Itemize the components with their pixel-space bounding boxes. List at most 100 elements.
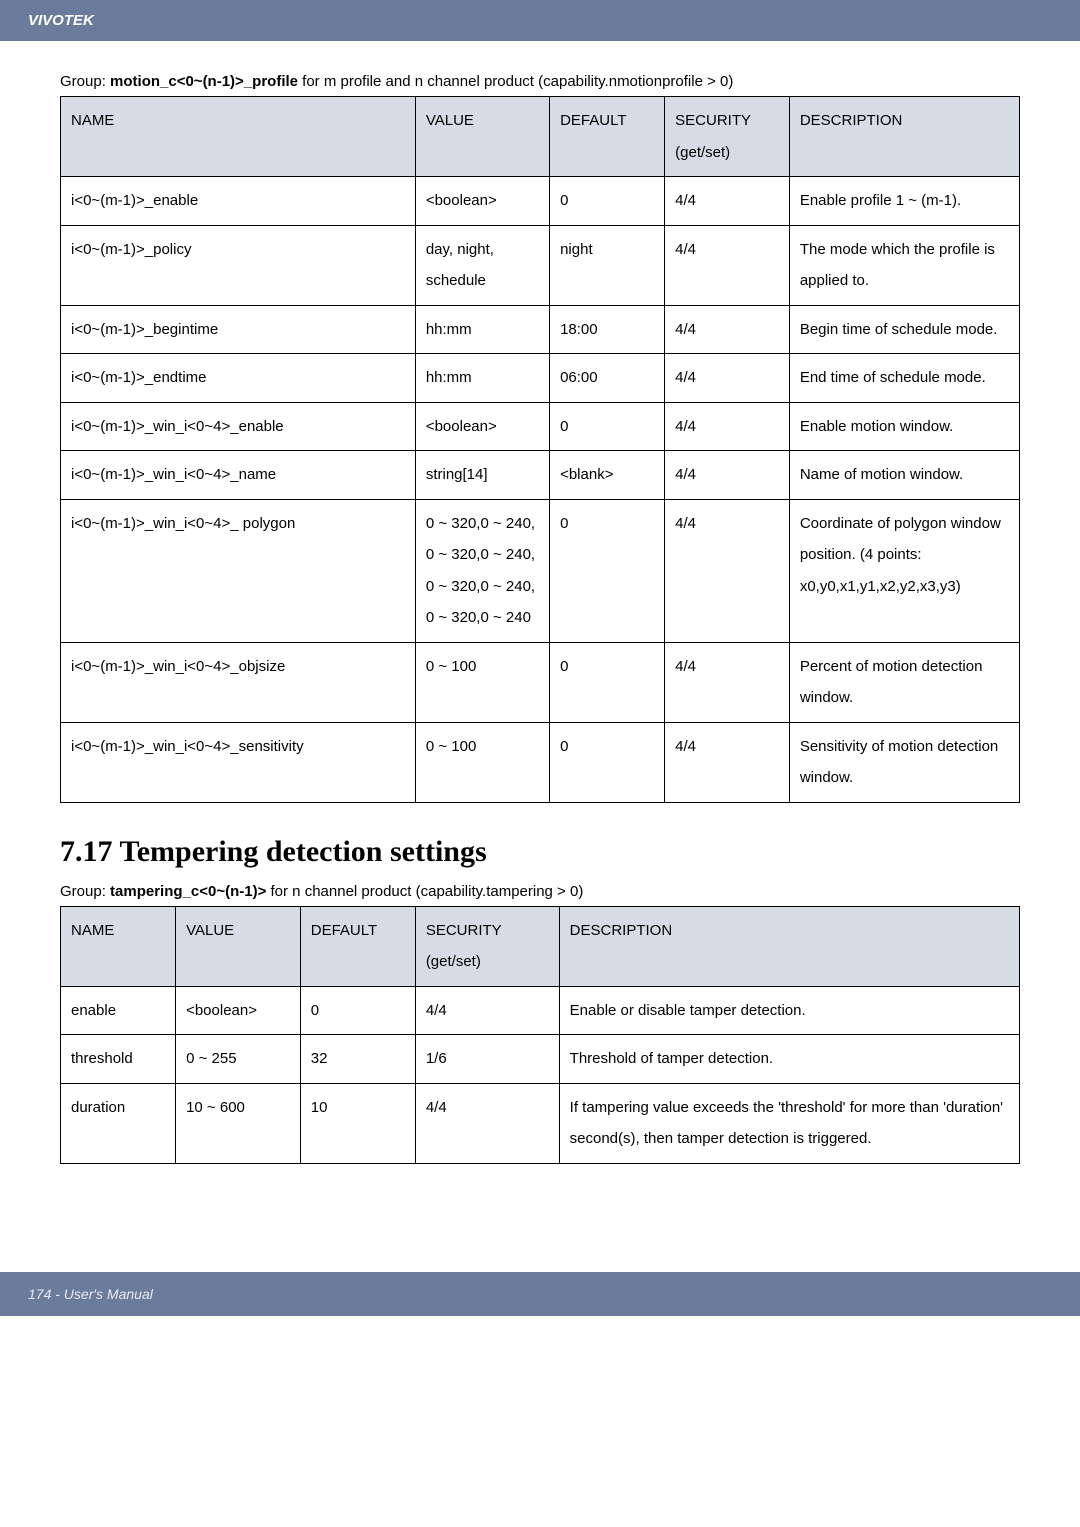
col-description: DESCRIPTION	[559, 906, 1019, 986]
cell-description: Coordinate of polygon window position. (…	[789, 499, 1019, 642]
cell-value: day, night, schedule	[415, 225, 549, 305]
cell-value: string[14]	[415, 451, 549, 500]
cell-name: i<0~(m-1)>_win_i<0~4>_objsize	[61, 642, 416, 722]
col-default: DEFAULT	[550, 97, 665, 177]
cell-security: 4/4	[665, 722, 790, 802]
cell-value: hh:mm	[415, 305, 549, 354]
col-security: SECURITY (get/set)	[665, 97, 790, 177]
cell-name: i<0~(m-1)>_endtime	[61, 354, 416, 403]
col-description: DESCRIPTION	[789, 97, 1019, 177]
cell-default: 06:00	[550, 354, 665, 403]
cell-value: <boolean>	[415, 402, 549, 451]
cell-value: 0 ~ 100	[415, 642, 549, 722]
cell-description: Name of motion window.	[789, 451, 1019, 500]
section-title: 7.17 Tempering detection settings	[60, 835, 1020, 869]
col-default: DEFAULT	[300, 906, 415, 986]
col-value: VALUE	[176, 906, 301, 986]
cell-description: Enable profile 1 ~ (m-1).	[789, 177, 1019, 226]
table-row: i<0~(m-1)>_win_i<0~4>_objsize0 ~ 10004/4…	[61, 642, 1020, 722]
cell-default: 0	[550, 642, 665, 722]
table-row: duration10 ~ 600104/4If tampering value …	[61, 1083, 1020, 1163]
cell-description: Threshold of tamper detection.	[559, 1035, 1019, 1084]
cell-security: 4/4	[665, 225, 790, 305]
col-security: SECURITY (get/set)	[415, 906, 559, 986]
cell-security: 4/4	[665, 354, 790, 403]
group1-bold: motion_c<0~(n-1)>_profile	[110, 73, 298, 90]
page-content: Group: motion_c<0~(n-1)>_profile for m p…	[0, 41, 1080, 1232]
cell-security: 4/4	[665, 305, 790, 354]
cell-security: 4/4	[415, 986, 559, 1035]
cell-description: Enable or disable tamper detection.	[559, 986, 1019, 1035]
table-header-row: NAME VALUE DEFAULT SECURITY (get/set) DE…	[61, 906, 1020, 986]
col-value: VALUE	[415, 97, 549, 177]
cell-name: i<0~(m-1)>_begintime	[61, 305, 416, 354]
cell-security: 4/4	[415, 1083, 559, 1163]
table-header-row: NAME VALUE DEFAULT SECURITY (get/set) DE…	[61, 97, 1020, 177]
cell-name: threshold	[61, 1035, 176, 1084]
cell-default: night	[550, 225, 665, 305]
table-row: i<0~(m-1)>_win_i<0~4>_sensitivity0 ~ 100…	[61, 722, 1020, 802]
cell-default: 0	[550, 722, 665, 802]
table-row: i<0~(m-1)>_win_i<0~4>_enable<boolean>04/…	[61, 402, 1020, 451]
cell-default: 0	[550, 499, 665, 642]
cell-security: 4/4	[665, 177, 790, 226]
col-name: NAME	[61, 906, 176, 986]
cell-value: 10 ~ 600	[176, 1083, 301, 1163]
cell-value: <boolean>	[415, 177, 549, 226]
cell-description: If tampering value exceeds the 'threshol…	[559, 1083, 1019, 1163]
table-row: threshold0 ~ 255321/6Threshold of tamper…	[61, 1035, 1020, 1084]
cell-name: i<0~(m-1)>_win_i<0~4>_enable	[61, 402, 416, 451]
table-row: i<0~(m-1)>_begintimehh:mm18:004/4Begin t…	[61, 305, 1020, 354]
cell-value: <boolean>	[176, 986, 301, 1035]
group2-bold: tampering_c<0~(n-1)>	[110, 883, 266, 900]
table-row: enable<boolean>04/4Enable or disable tam…	[61, 986, 1020, 1035]
cell-value: 0 ~ 100	[415, 722, 549, 802]
cell-name: i<0~(m-1)>_win_i<0~4>_name	[61, 451, 416, 500]
cell-default: 18:00	[550, 305, 665, 354]
cell-value: 0 ~ 255	[176, 1035, 301, 1084]
motion-profile-table: NAME VALUE DEFAULT SECURITY (get/set) DE…	[60, 96, 1020, 803]
cell-name: i<0~(m-1)>_win_i<0~4>_ polygon	[61, 499, 416, 642]
table-row: i<0~(m-1)>_win_i<0~4>_namestring[14]<bla…	[61, 451, 1020, 500]
table-row: i<0~(m-1)>_win_i<0~4>_ polygon0 ~ 320,0 …	[61, 499, 1020, 642]
group1-prefix: Group:	[60, 73, 110, 90]
cell-default: 0	[550, 402, 665, 451]
cell-name: i<0~(m-1)>_enable	[61, 177, 416, 226]
cell-description: The mode which the profile is applied to…	[789, 225, 1019, 305]
cell-default: <blank>	[550, 451, 665, 500]
cell-security: 4/4	[665, 499, 790, 642]
cell-security: 1/6	[415, 1035, 559, 1084]
group2-prefix: Group:	[60, 883, 110, 900]
cell-default: 10	[300, 1083, 415, 1163]
group1-text: Group: motion_c<0~(n-1)>_profile for m p…	[60, 73, 1020, 90]
footer-bar: 174 - User's Manual	[0, 1272, 1080, 1316]
cell-description: Sensitivity of motion detection window.	[789, 722, 1019, 802]
brand-label: VIVOTEK	[28, 12, 94, 29]
cell-name: i<0~(m-1)>_win_i<0~4>_sensitivity	[61, 722, 416, 802]
group1-suffix: for m profile and n channel product (cap…	[298, 73, 733, 90]
cell-security: 4/4	[665, 642, 790, 722]
cell-name: duration	[61, 1083, 176, 1163]
cell-description: Percent of motion detection window.	[789, 642, 1019, 722]
table-row: i<0~(m-1)>_endtimehh:mm06:004/4End time …	[61, 354, 1020, 403]
table-row: i<0~(m-1)>_policyday, night, schedulenig…	[61, 225, 1020, 305]
cell-name: i<0~(m-1)>_policy	[61, 225, 416, 305]
cell-name: enable	[61, 986, 176, 1035]
cell-default: 0	[300, 986, 415, 1035]
cell-description: End time of schedule mode.	[789, 354, 1019, 403]
cell-security: 4/4	[665, 402, 790, 451]
header-bar: VIVOTEK	[0, 0, 1080, 41]
cell-description: Enable motion window.	[789, 402, 1019, 451]
group2-suffix: for n channel product (capability.tamper…	[266, 883, 583, 900]
col-name: NAME	[61, 97, 416, 177]
table-row: i<0~(m-1)>_enable<boolean>04/4Enable pro…	[61, 177, 1020, 226]
cell-security: 4/4	[665, 451, 790, 500]
cell-description: Begin time of schedule mode.	[789, 305, 1019, 354]
cell-default: 0	[550, 177, 665, 226]
cell-value: hh:mm	[415, 354, 549, 403]
group2-text: Group: tampering_c<0~(n-1)> for n channe…	[60, 883, 1020, 900]
cell-value: 0 ~ 320,0 ~ 240, 0 ~ 320,0 ~ 240, 0 ~ 32…	[415, 499, 549, 642]
footer-text: 174 - User's Manual	[28, 1286, 153, 1302]
cell-default: 32	[300, 1035, 415, 1084]
tampering-table: NAME VALUE DEFAULT SECURITY (get/set) DE…	[60, 906, 1020, 1164]
